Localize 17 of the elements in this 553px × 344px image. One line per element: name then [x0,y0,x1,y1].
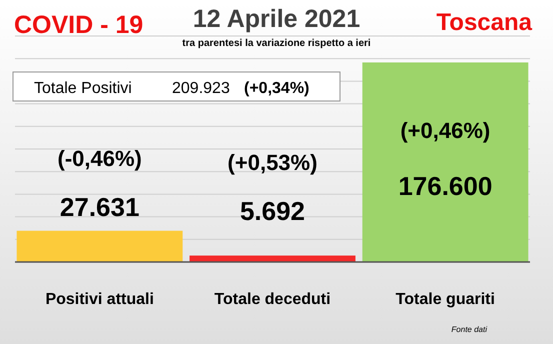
annotation: (+0,34%) [244,80,310,97]
annotation: COVID - 19 [14,11,144,39]
chart-title: 12 Aprile 2021 [192,5,360,33]
data-label: 27.631 [60,192,140,222]
x-tick-label: Positivi attuali [45,291,154,308]
chart-subtitle: tra parentesi la variazione rispetto a ieri [182,38,371,49]
annotation: (-0,46%) [58,146,142,171]
annotation: Toscana [436,9,533,36]
annotation: Totale Positivi [34,80,132,97]
data-label: 5.692 [240,196,306,226]
annotation: (+0,53%) [228,150,318,175]
x-tick-label: Totale deceduti [214,291,331,308]
annotation: 209.923 [172,80,230,97]
x-tick-label: Totale guariti [396,291,495,308]
source-note: Fonte dati [451,325,488,334]
annotation: (+0,46%) [400,118,490,143]
data-label: 176.600 [398,171,492,201]
